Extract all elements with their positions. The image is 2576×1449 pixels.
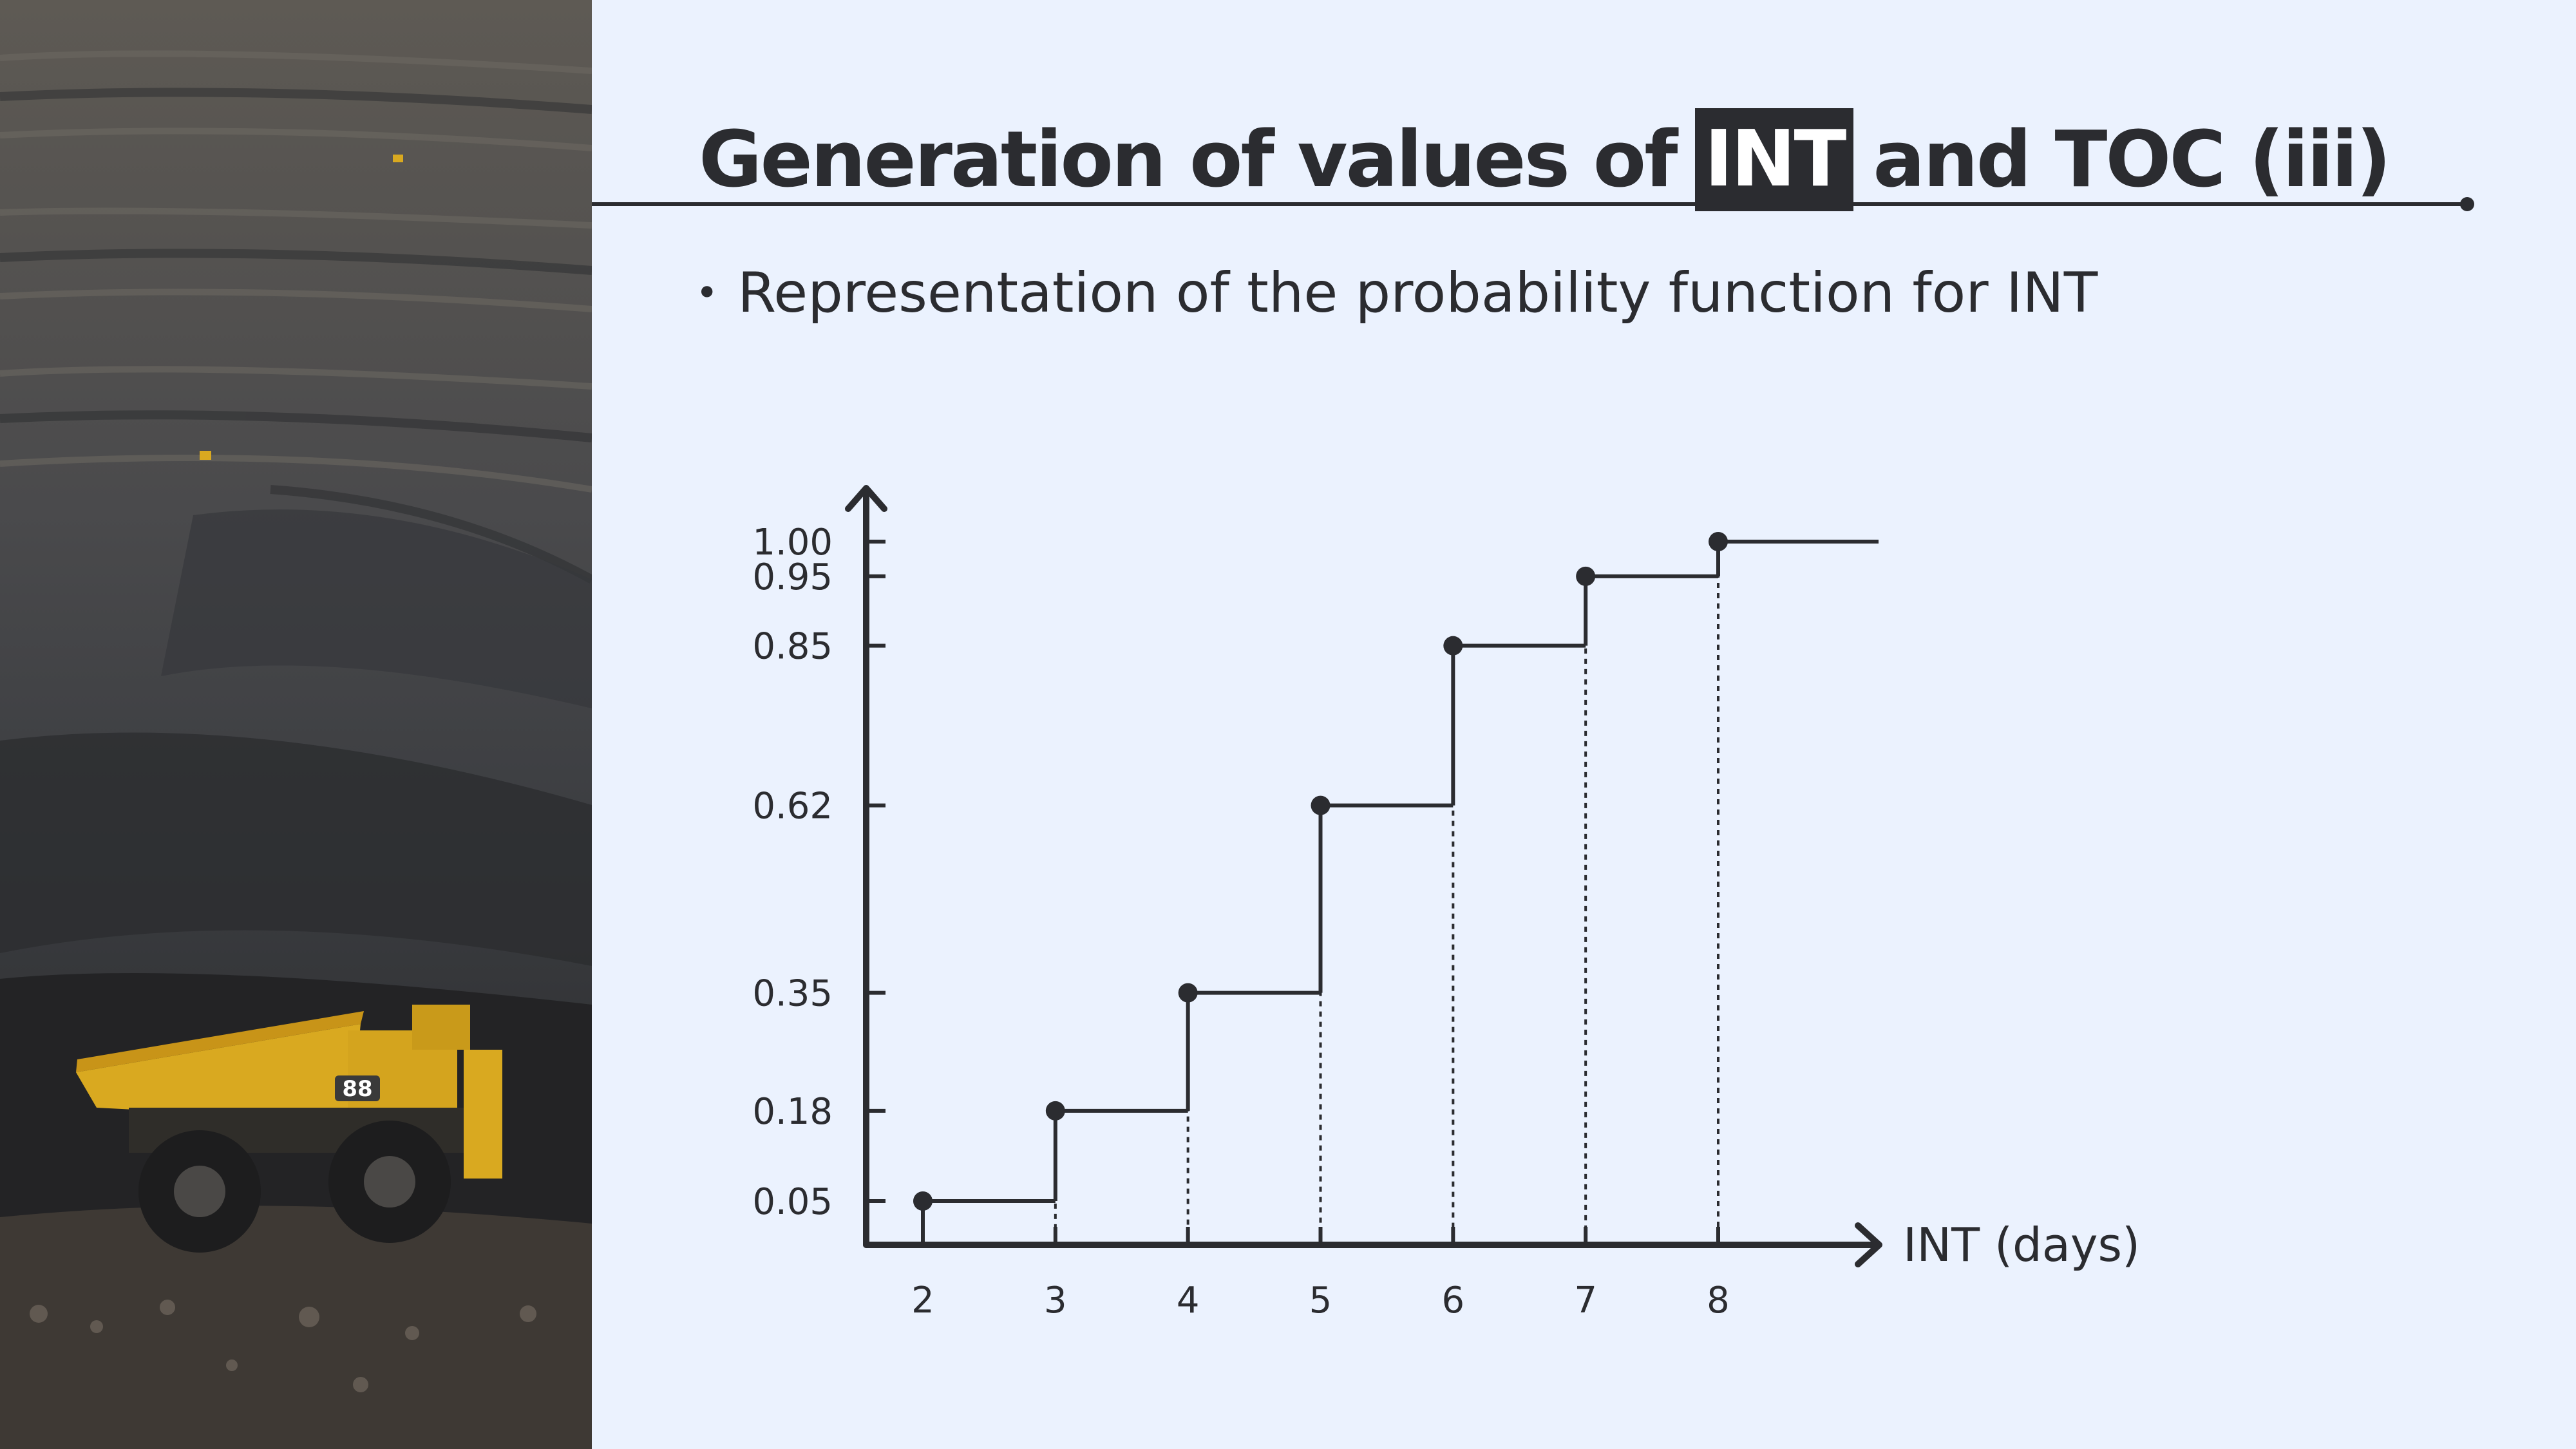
y-tick-label: 0.85 [752,626,833,668]
title-underline-end-dot [2460,197,2474,211]
y-tick-label: 0.95 [752,556,833,598]
x-axis-arrow-icon [1855,1222,1882,1267]
data-point [1045,1101,1065,1121]
title-text-before: Generation of values of [699,115,1678,205]
data-point [1443,636,1463,656]
x-tick-label: 5 [1309,1280,1332,1321]
data-point [1178,983,1198,1003]
x-tick-label: 6 [1442,1280,1465,1321]
data-point [913,1191,933,1211]
data-point [1576,566,1596,586]
y-tick-label: 0.62 [752,786,833,828]
x-tick-label: 8 [1707,1280,1730,1321]
y-tick-label: 1.00 [752,522,833,564]
slide-title: Generation of values of INT and TOC (iii) [699,108,2391,211]
x-tick-label: 4 [1177,1280,1200,1321]
x-tick-label: 2 [911,1280,934,1321]
x-axis-title: INT (days) [1903,1218,2140,1272]
bullet-text: Representation of the probability functi… [737,261,2098,325]
title-underline [592,202,2469,206]
bullet-item: • Representation of the probability func… [696,261,2098,325]
data-point [1311,795,1331,815]
y-axis-arrow-icon [845,485,887,512]
y-tick-label: 0.35 [752,973,833,1015]
data-point [1709,532,1728,551]
bullet-dot-icon: • [696,270,719,316]
y-tick-label: 0.05 [752,1181,833,1223]
y-tick-label: 0.18 [752,1091,833,1133]
title-highlight-int: INT [1695,108,1854,211]
x-tick-label: 3 [1044,1280,1067,1321]
title-text-after: and TOC (iii) [1873,115,2391,205]
mining-truck-photo: 88 [0,0,592,1449]
x-tick-label: 7 [1574,1280,1597,1321]
truck-number: 88 [342,1076,372,1102]
